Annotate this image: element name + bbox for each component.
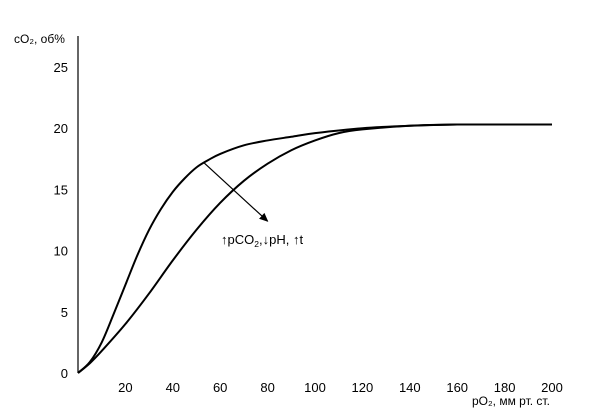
x-tick-label: 120 (352, 380, 374, 395)
x-tick-label: 140 (399, 380, 421, 395)
x-tick-label: 160 (446, 380, 468, 395)
shift-arrow (203, 162, 269, 222)
y-tick-label: 0 (61, 366, 68, 381)
annotation-pco: pCO (228, 232, 255, 247)
y-tick-label: 25 (54, 60, 68, 75)
x-tick-label: 200 (541, 380, 563, 395)
annotation-ph: pH, (269, 232, 293, 247)
y-tick-label: 10 (54, 244, 68, 259)
series-layer (77, 123, 552, 374)
x-tick-labels: 20 40 60 80 100 120 140 160 180 200 (118, 380, 563, 395)
shift-annotation: ↑pCO2,↓pH, ↑t (221, 232, 303, 249)
x-tick-label: 80 (260, 380, 274, 395)
y-tick-labels: 0 5 10 15 20 25 (54, 60, 68, 381)
y-tick-label: 5 (61, 305, 68, 320)
annotation-subscript: 2 (254, 239, 259, 249)
x-tick-label: 60 (213, 380, 227, 395)
series-line-2 (77, 123, 552, 374)
x-tick-label: 40 (166, 380, 180, 395)
annotation-temperature: t (299, 232, 303, 247)
x-tick-label: 180 (494, 380, 516, 395)
x-axis-label: pO₂, мм рт. ст. (472, 394, 550, 408)
x-tick-label: 100 (304, 380, 326, 395)
series-line-1 (77, 123, 552, 374)
y-tick-label: 20 (54, 121, 68, 136)
up-arrow-icon: ↑ (293, 232, 300, 247)
y-axis-label: cO₂, об% (14, 32, 65, 46)
x-tick-label: 20 (118, 380, 132, 395)
y-tick-label: 15 (54, 182, 68, 197)
annotation-ph-prefix: ,↓ (259, 232, 269, 247)
up-arrow-icon: ↑ (221, 232, 228, 247)
